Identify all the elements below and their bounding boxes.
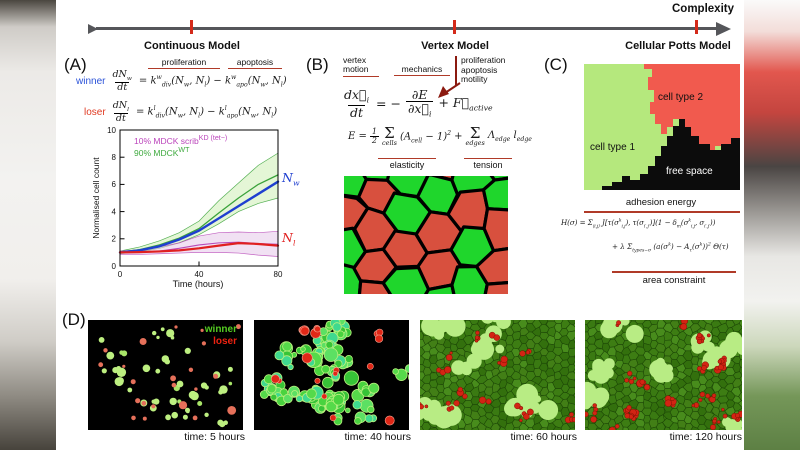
svg-text:80: 80: [274, 270, 283, 279]
sim-caption-40h: time: 40 hours: [344, 431, 411, 443]
svg-text:4: 4: [112, 207, 117, 216]
elasticity-term: (Acell − 1)2: [399, 129, 452, 144]
annotation-active-terms: proliferation apoptosis motility: [455, 55, 506, 85]
loser-ode-lhs: dNl dt: [112, 100, 129, 125]
svg-text:6: 6: [112, 180, 117, 189]
axis-tick-cpm: [695, 20, 698, 34]
annotation-elasticity: elasticity: [378, 158, 436, 170]
sim-legend: winner loser: [205, 324, 237, 347]
tension-term: Λedge ledge: [487, 130, 532, 144]
axis-arrowhead-icon: [716, 21, 731, 36]
svg-text:0: 0: [112, 262, 117, 271]
plot-legend-winner: 90% MDCKWT: [134, 146, 190, 158]
annotation-adhesion-energy: adhesion energy: [625, 197, 697, 208]
region-label-cell-type-1: cell type 1: [590, 142, 636, 153]
annotation-proliferation: proliferation: [148, 57, 220, 69]
plot-nl-label: Nl: [282, 230, 296, 248]
letterbox-left: [0, 0, 56, 450]
potts-hamiltonian-line1: H(σ) = Σ⟨i,j⟩ J[τ(σki,j), τ(σi′,j′)](1 −…: [561, 218, 716, 230]
axis-tick-vertex: [453, 20, 456, 34]
plot-xlabel: Time (hours): [172, 279, 224, 289]
plot-legend-loser: 10% MDCK scribKD (tet−): [134, 134, 228, 146]
axis-start-cap: [88, 23, 98, 34]
potts-model-image: cell type 1 cell type 2 free space: [584, 64, 740, 190]
area-overline: [612, 271, 736, 273]
sim-legend-loser: loser: [213, 335, 237, 347]
winner-ode-equation: winner dNw dt = kwdiv(Nw, Nl) − kwapo(Nw,…: [76, 69, 287, 94]
plot-nw-label: Nw: [282, 170, 300, 188]
loser-ode-equation: loser dNl dt = kldiv(Nw, Nl) − klapo(Nw, …: [84, 100, 278, 125]
annotation-tension: tension: [464, 158, 512, 170]
figure-content: Complexity Continuous Model Vertex Model…: [56, 0, 744, 450]
active-force-arrow-icon: [438, 82, 461, 98]
region-label-cell-type-2: cell type 2: [658, 92, 704, 103]
complexity-title: Complexity: [672, 3, 734, 15]
sim-caption-120h: time: 120 hours: [669, 431, 742, 443]
svg-text:0: 0: [118, 270, 123, 279]
region-label-free-space: free space: [666, 166, 713, 177]
svg-text:8: 8: [112, 153, 117, 162]
sim-caption-60h: time: 60 hours: [510, 431, 577, 443]
panel-b-label: (B): [306, 55, 329, 74]
axis-label-continuous: Continuous Model: [144, 40, 240, 52]
vertex-model-image: [344, 176, 508, 294]
annotation-vertex-motion: vertex motion: [343, 55, 379, 77]
winner-ode-lhs: dNw dt: [112, 69, 132, 94]
svg-text:2: 2: [112, 235, 117, 244]
annotation-apoptosis: apoptosis: [228, 57, 282, 69]
annotation-motility-b: motility: [461, 74, 488, 85]
sim-snapshot-60h: [420, 320, 575, 430]
svg-text:40: 40: [195, 270, 204, 279]
annotation-proliferation-b: proliferation: [461, 55, 506, 65]
sim-snapshot-5h: winner loser: [88, 320, 243, 430]
adhesion-underline: [584, 211, 740, 213]
axis-tick-continuous: [190, 20, 193, 34]
annotation-apoptosis-b: apoptosis: [461, 64, 498, 75]
annotation-mechanics: mechanics: [394, 64, 450, 76]
sim-caption-5h: time: 5 hours: [184, 431, 245, 443]
plot-axes: 0 2 4 6 8 10 0 40 80: [107, 126, 283, 279]
panel-c-label: (C): [544, 55, 568, 74]
vertex-motion-equation: dx⃗i dt = − ∂E ∂x⃗i + F⃗active: [344, 87, 493, 120]
winner-ode-rhs: = kwdiv(Nw, Nl) − kwapo(Nw, Nl): [138, 74, 287, 89]
sim-legend-winner: winner: [204, 324, 237, 335]
eq1-lhs: dx⃗i dt: [344, 87, 370, 120]
sim-snapshot-120h: [585, 320, 742, 430]
cell-count-plot: 0 2 4 6 8 10 0 40 80 Normalised cell count Time …: [90, 126, 310, 302]
winner-label: winner: [76, 76, 106, 88]
annotation-area-constraint: area constraint: [642, 275, 706, 286]
eq1-energy-gradient: ∂E ∂x⃗i: [405, 87, 434, 119]
panel-a-label: (A): [64, 55, 87, 74]
axis-label-cpm: Cellular Potts Model: [625, 40, 731, 52]
eq1-active-force: + F⃗active: [438, 94, 493, 113]
letterbox-right: [744, 0, 800, 450]
complexity-axis-line: [96, 27, 718, 30]
loser-ode-rhs: = kldiv(Nw, Nl) − klapo(Nw, Nl): [135, 105, 278, 120]
axis-label-vertex: Vertex Model: [421, 40, 489, 52]
plot-ylabel: Normalised cell count: [91, 157, 101, 239]
panel-d-label: (D): [62, 310, 86, 329]
loser-label: loser: [84, 107, 106, 119]
potts-hamiltonian-line2: + λ Σtypes−σ (a(σk) − Aτ(σk))2 Θ(τ): [612, 242, 729, 254]
sim-snapshot-40h: [254, 320, 409, 430]
svg-text:10: 10: [107, 126, 116, 135]
